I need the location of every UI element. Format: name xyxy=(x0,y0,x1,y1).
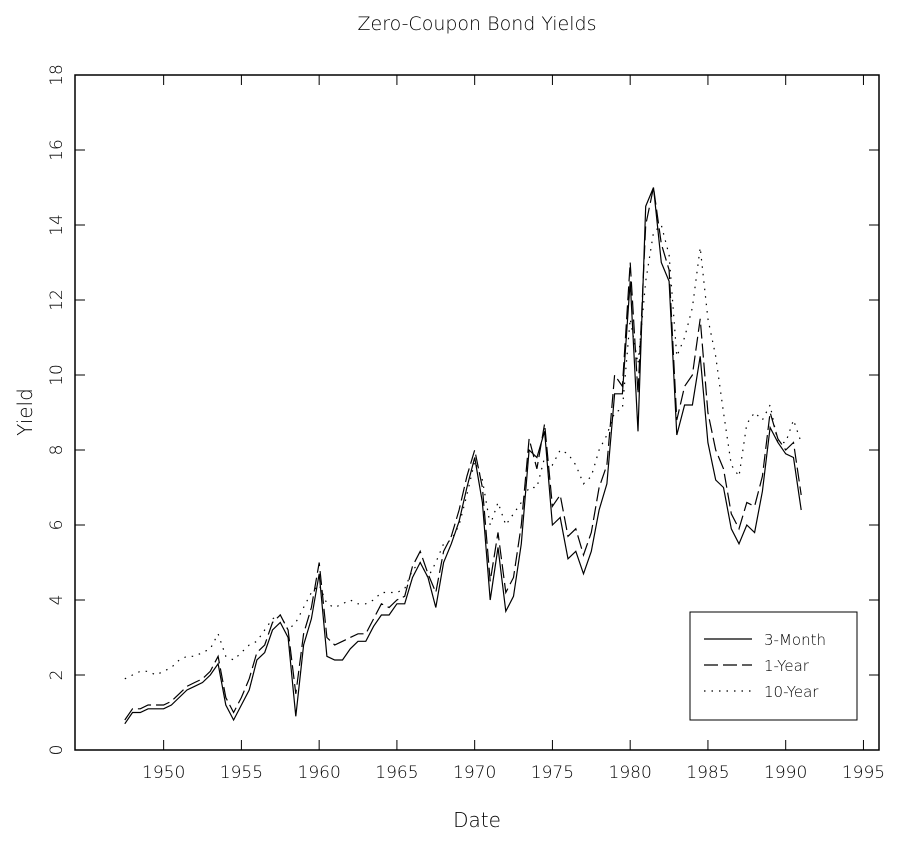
x-tick-label: 1975 xyxy=(531,763,574,783)
x-tick-label: 1985 xyxy=(686,763,729,783)
x-tick-label: 1970 xyxy=(453,763,496,783)
y-tick-label: 14 xyxy=(47,214,67,236)
y-axis-label: Yield xyxy=(13,388,37,436)
series-line xyxy=(124,187,802,721)
chart-title: Zero-Coupon Bond Yields xyxy=(358,13,597,35)
x-tick-label: 1955 xyxy=(220,763,263,783)
y-tick-label: 4 xyxy=(47,595,67,606)
y-tick-label: 12 xyxy=(47,289,67,311)
y-tick-label: 0 xyxy=(47,745,67,756)
y-tick-label: 18 xyxy=(47,64,67,86)
x-tick-label: 1980 xyxy=(609,763,652,783)
legend-label: 1-Year xyxy=(764,657,810,675)
x-tick-label: 1960 xyxy=(298,763,341,783)
y-tick-label: 6 xyxy=(47,520,67,531)
plot-frame xyxy=(74,74,880,751)
series-line xyxy=(124,223,802,680)
x-tick-label: 1990 xyxy=(764,763,807,783)
legend-label: 10-Year xyxy=(764,683,819,701)
legend-box xyxy=(689,611,858,721)
x-tick-label: 1965 xyxy=(375,763,418,783)
y-tick-label: 10 xyxy=(47,364,67,386)
x-axis-label: Date xyxy=(453,808,501,832)
legend-label: 3-Month xyxy=(764,631,826,649)
y-tick-label: 16 xyxy=(47,139,67,161)
y-tick-label: 2 xyxy=(47,670,67,681)
x-tick-label: 1950 xyxy=(142,763,185,783)
series-line xyxy=(124,187,802,725)
y-tick-label: 8 xyxy=(47,445,67,456)
x-tick-label: 1995 xyxy=(842,763,885,783)
